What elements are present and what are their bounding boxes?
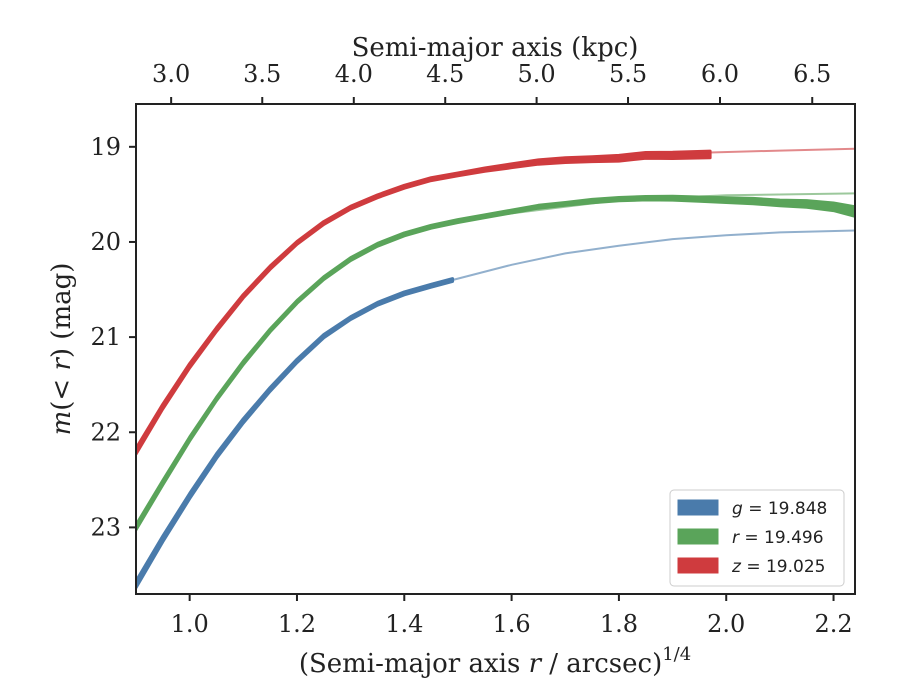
y-tick-label: 22 [90, 418, 121, 446]
y-tick-label: 21 [90, 323, 121, 351]
legend-swatch-z [677, 557, 719, 574]
y-axis-title-open: ( [47, 401, 77, 411]
x-tick-label: 1.0 [171, 610, 209, 638]
series-g-band [136, 277, 455, 590]
top-tick-label: 4.5 [426, 60, 464, 88]
series-r-band [136, 194, 855, 532]
legend-swatch-g [677, 499, 719, 516]
x-tick-label: 2.2 [814, 610, 852, 638]
legend: g = 19.848 r = 19.496 z = 19.025 [669, 489, 845, 587]
legend-label-z: z = 19.025 [731, 557, 825, 577]
series-z-band [136, 149, 712, 456]
y-axis-title: m(< r) (mag) [47, 263, 77, 436]
top-tick-label: 5.0 [518, 60, 556, 88]
top-tick-label: 5.5 [609, 60, 647, 88]
y-tick-label: 19 [90, 133, 121, 161]
legend-label-r: r = 19.496 [732, 528, 824, 548]
top-tick-label: 6.5 [793, 60, 831, 88]
series-z-model-line [710, 147, 855, 154]
x-axis-title-suffix: / arcsec) [541, 649, 662, 679]
ticks-layer: 1.0 1.2 1.4 1.6 1.8 2.0 2.2 19 20 21 22 23 3.0 3.5 4.0… [90, 60, 852, 638]
top-tick-label: 4.0 [335, 60, 373, 88]
x-tick-label: 2.0 [707, 610, 745, 638]
y-axis-title-close: ) [47, 348, 77, 358]
y-axis-title-unit: (mag) [47, 263, 77, 348]
x-axis-title-prefix: (Semi-major axis [299, 649, 529, 679]
series-layer [136, 147, 855, 590]
y-axis-title-func: m [47, 411, 77, 436]
x-tick-label: 1.4 [385, 610, 423, 638]
y-axis-title-lt: < [47, 371, 77, 401]
x-tick-label: 1.8 [600, 610, 638, 638]
top-tick-label: 6.0 [701, 60, 739, 88]
x-tick-label: 1.6 [493, 610, 531, 638]
legend-swatch-r [677, 528, 719, 545]
series-g-model-line [452, 229, 855, 281]
y-tick-label: 20 [90, 228, 121, 256]
top-tick-label: 3.5 [243, 60, 281, 88]
plot-frame [135, 103, 856, 595]
y-axis-title-var: r [47, 357, 77, 371]
x-axis-title: (Semi-major axis r / arcsec)1/4 [299, 644, 691, 679]
x-axis-title-var: r [529, 649, 543, 679]
top-axis-title: Semi-major axis (kpc) [352, 33, 639, 63]
legend-label-g: g = 19.848 [732, 499, 827, 519]
y-tick-label: 23 [90, 513, 121, 541]
x-axis-title-exponent: 1/4 [662, 644, 691, 665]
x-tick-label: 1.2 [278, 610, 316, 638]
top-tick-label: 3.0 [152, 60, 190, 88]
